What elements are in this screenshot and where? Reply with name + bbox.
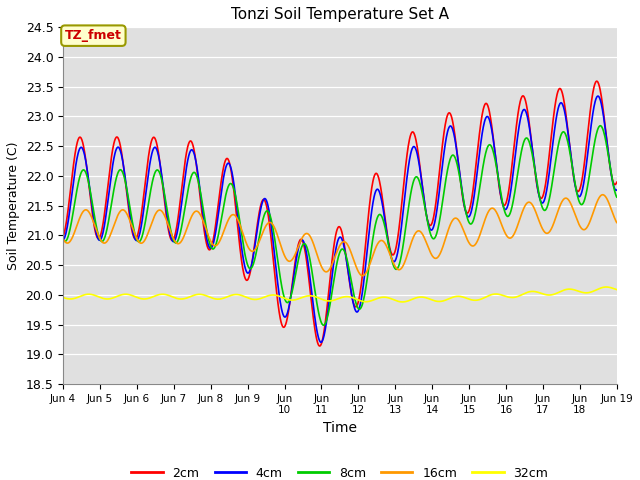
- 16cm: [516, 215, 524, 221]
- 2cm: [593, 78, 600, 84]
- 4cm: [60, 237, 67, 243]
- 8cm: [516, 155, 524, 161]
- Text: TZ_fmet: TZ_fmet: [65, 29, 122, 42]
- Legend: 2cm, 4cm, 8cm, 16cm, 32cm: 2cm, 4cm, 8cm, 16cm, 32cm: [126, 462, 554, 480]
- 32cm: [276, 294, 284, 300]
- 16cm: [564, 196, 572, 202]
- 16cm: [182, 230, 189, 236]
- 4cm: [516, 117, 524, 123]
- 2cm: [564, 127, 572, 133]
- Line: 32cm: 32cm: [63, 287, 617, 302]
- 2cm: [516, 99, 524, 105]
- 2cm: [290, 269, 298, 275]
- 32cm: [290, 297, 298, 303]
- 4cm: [613, 187, 621, 193]
- 8cm: [596, 123, 604, 129]
- 4cm: [594, 93, 602, 99]
- 4cm: [182, 172, 189, 178]
- 16cm: [276, 241, 284, 247]
- 16cm: [60, 236, 67, 242]
- 32cm: [182, 296, 189, 301]
- 32cm: [602, 284, 610, 290]
- 16cm: [599, 192, 607, 198]
- 2cm: [60, 234, 67, 240]
- 8cm: [276, 275, 284, 281]
- 16cm: [613, 220, 621, 226]
- 4cm: [290, 274, 298, 279]
- 32cm: [399, 299, 406, 305]
- 4cm: [564, 129, 572, 134]
- 4cm: [317, 339, 325, 345]
- 8cm: [60, 237, 67, 242]
- 2cm: [182, 156, 189, 162]
- 4cm: [276, 300, 284, 305]
- 32cm: [60, 295, 67, 300]
- 8cm: [425, 226, 433, 232]
- 8cm: [182, 203, 189, 208]
- 16cm: [290, 254, 298, 260]
- 2cm: [316, 343, 323, 349]
- 2cm: [425, 222, 433, 228]
- Line: 16cm: 16cm: [63, 195, 617, 276]
- 8cm: [613, 194, 621, 200]
- 32cm: [613, 287, 621, 292]
- 8cm: [290, 281, 298, 287]
- 4cm: [425, 224, 433, 229]
- Line: 4cm: 4cm: [63, 96, 617, 342]
- 16cm: [425, 247, 433, 252]
- 16cm: [359, 273, 367, 278]
- X-axis label: Time: Time: [323, 421, 357, 435]
- Y-axis label: Soil Temperature (C): Soil Temperature (C): [7, 142, 20, 270]
- Line: 2cm: 2cm: [63, 81, 617, 346]
- 32cm: [564, 286, 572, 292]
- 2cm: [276, 316, 284, 322]
- Title: Tonzi Soil Temperature Set A: Tonzi Soil Temperature Set A: [231, 7, 449, 22]
- 32cm: [425, 296, 433, 302]
- 32cm: [516, 293, 524, 299]
- 2cm: [613, 180, 621, 185]
- 8cm: [319, 323, 327, 328]
- Line: 8cm: 8cm: [63, 126, 617, 325]
- 8cm: [564, 139, 572, 145]
